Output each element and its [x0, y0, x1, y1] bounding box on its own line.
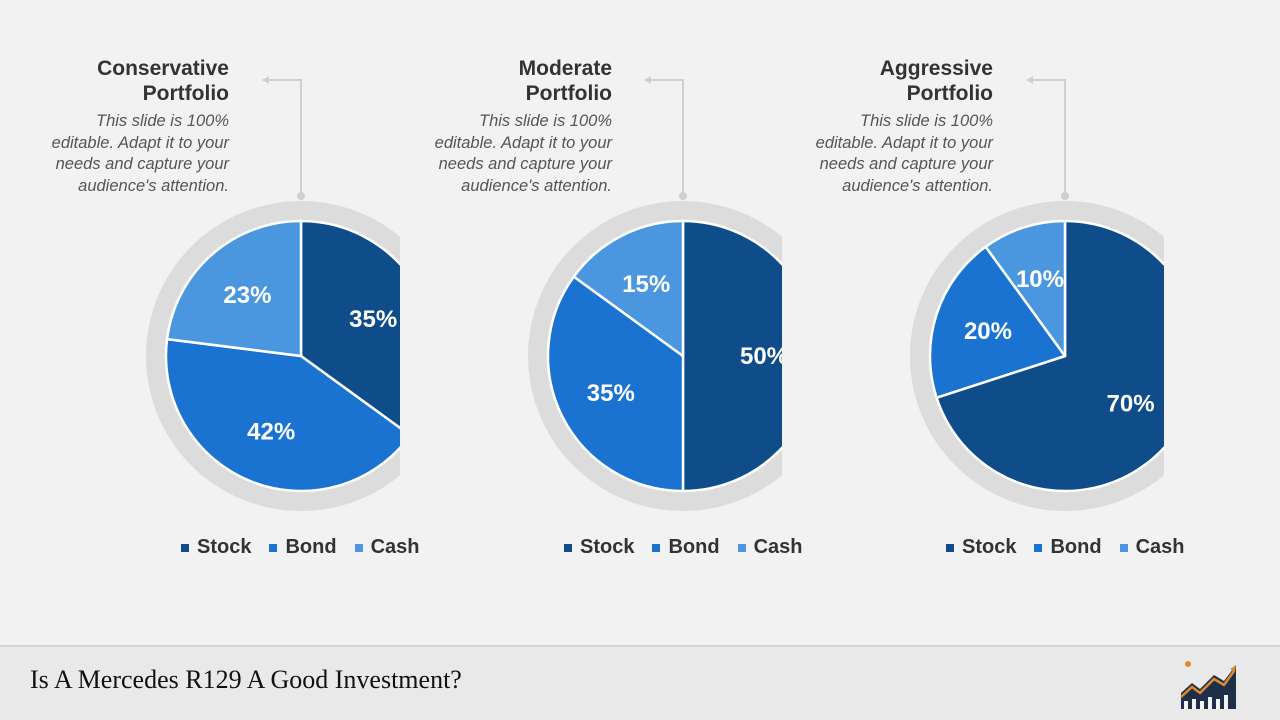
description-line-1: This slide is 100%: [479, 112, 612, 130]
growth-chart-logo-icon: [1180, 661, 1236, 709]
pie-label-cash: 23%: [223, 282, 271, 309]
legend-item-stock: Stock: [181, 536, 251, 559]
legend-item-cash: Cash: [354, 536, 420, 559]
legend-swatch-bond: [652, 543, 661, 552]
description-line-4: audience's attention.: [78, 176, 229, 195]
panel-title-line-1: Moderate: [518, 57, 612, 80]
description-line-3: needs and capture your: [438, 155, 612, 173]
legend-label-cash: Cash: [370, 536, 420, 558]
description-line-3: needs and capture your: [55, 155, 229, 173]
legend: Stock Bond Cash: [946, 536, 1280, 559]
panel-title-line-2: Portfolio: [525, 82, 612, 105]
pie-slice-stock: [935, 219, 1164, 493]
legend-item-cash: Cash: [1119, 536, 1185, 559]
legend-label-bond: Bond: [285, 536, 337, 558]
panel-title-line-2: Portfolio: [142, 82, 229, 105]
legend-item-stock: Stock: [946, 536, 1016, 559]
legend-label-stock: Stock: [197, 536, 252, 558]
panel-title-line-1: Conservative: [97, 57, 229, 80]
legend-item-bond: Bond: [1034, 536, 1102, 559]
description-line-3: needs and capture your: [819, 155, 993, 173]
panel-title-line-2: Portfolio: [906, 82, 993, 105]
pie-chart: 50% 35% 15%: [528, 201, 782, 511]
legend-swatch-stock: [946, 543, 954, 552]
portfolio-panel-moderate: Moderate Portfolio This slide is 100% ed…: [382, 0, 803, 645]
legend-swatch-cash: [1119, 543, 1128, 552]
description-line-1: This slide is 100%: [96, 112, 229, 130]
footer-title: Is A Mercedes R129 A Good Investment?: [30, 665, 462, 694]
description-line-2: editable. Adapt it to your: [815, 133, 993, 152]
panel-title-line-1: Aggressive: [879, 57, 993, 80]
panel-description: This slide is 100% editable. Adapt it to…: [763, 111, 993, 197]
legend-item-stock: Stock: [564, 536, 634, 559]
pie-label-cash: 10%: [1016, 266, 1064, 293]
description-line-1: This slide is 100%: [860, 112, 993, 130]
legend-item-cash: Cash: [737, 536, 803, 559]
legend-label-cash: Cash: [753, 536, 803, 558]
legend-item-bond: Bond: [652, 536, 720, 559]
panel-title: Aggressive Portfolio: [763, 56, 993, 106]
slide: Conservative Portfolio This slide is 100…: [0, 0, 1185, 645]
pie-slice-stock: [299, 219, 400, 430]
portfolio-panel-aggressive: Aggressive Portfolio This slide is 100% …: [763, 0, 1185, 645]
pie-slice-cash: [984, 219, 1067, 358]
pie-slice-bond: [164, 337, 400, 493]
legend-label-bond: Bond: [668, 536, 720, 558]
panel-title: Moderate Portfolio: [382, 56, 612, 106]
panel-description: This slide is 100% editable. Adapt it to…: [382, 111, 612, 197]
legend-item-bond: Bond: [269, 536, 337, 559]
legend-swatch-bond: [1034, 543, 1043, 552]
panel-description: This slide is 100% editable. Adapt it to…: [0, 111, 229, 197]
description-line-2: editable. Adapt it to your: [51, 133, 229, 152]
pie-chart: 70% 20%10%: [910, 201, 1164, 511]
pie-slice-stock: [681, 219, 782, 493]
description-line-4: audience's attention.: [461, 176, 612, 195]
legend-swatch-cash: [354, 543, 363, 552]
legend-swatch-stock: [564, 543, 572, 552]
pie-label-stock: 70%: [1107, 391, 1155, 418]
legend: Stock Bond Cash: [564, 536, 964, 559]
legend-swatch-stock: [181, 543, 189, 552]
legend-swatch-bond: [269, 543, 278, 552]
pie-label-bond: 42%: [247, 418, 295, 445]
pie-slice-cash: [572, 219, 685, 358]
legend-label-stock: Stock: [580, 536, 635, 558]
legend-label-stock: Stock: [962, 536, 1017, 558]
pie-chart: 35% 42% 23%: [146, 201, 400, 511]
pie-slice-bond: [928, 245, 1067, 399]
pie-label-bond: 20%: [964, 318, 1012, 345]
pie-slice-cash: [165, 219, 303, 358]
legend-swatch-cash: [737, 543, 746, 552]
pie-label-cash: 15%: [622, 271, 670, 298]
pie-label-stock: 50%: [740, 343, 782, 370]
description-line-2: editable. Adapt it to your: [434, 133, 612, 152]
pie-slice-bond: [546, 275, 685, 493]
panel-title: Conservative Portfolio: [0, 56, 229, 106]
legend-label-cash: Cash: [1135, 536, 1185, 558]
pie-label-stock: 35%: [349, 306, 397, 333]
pie-label-bond: 35%: [587, 380, 635, 407]
legend: Stock Bond Cash: [181, 536, 581, 559]
legend-label-bond: Bond: [1050, 536, 1102, 558]
footer-bar: Is A Mercedes R129 A Good Investment?: [0, 645, 1280, 720]
description-line-4: audience's attention.: [842, 176, 993, 195]
portfolio-panel-conservative: Conservative Portfolio This slide is 100…: [0, 0, 420, 645]
